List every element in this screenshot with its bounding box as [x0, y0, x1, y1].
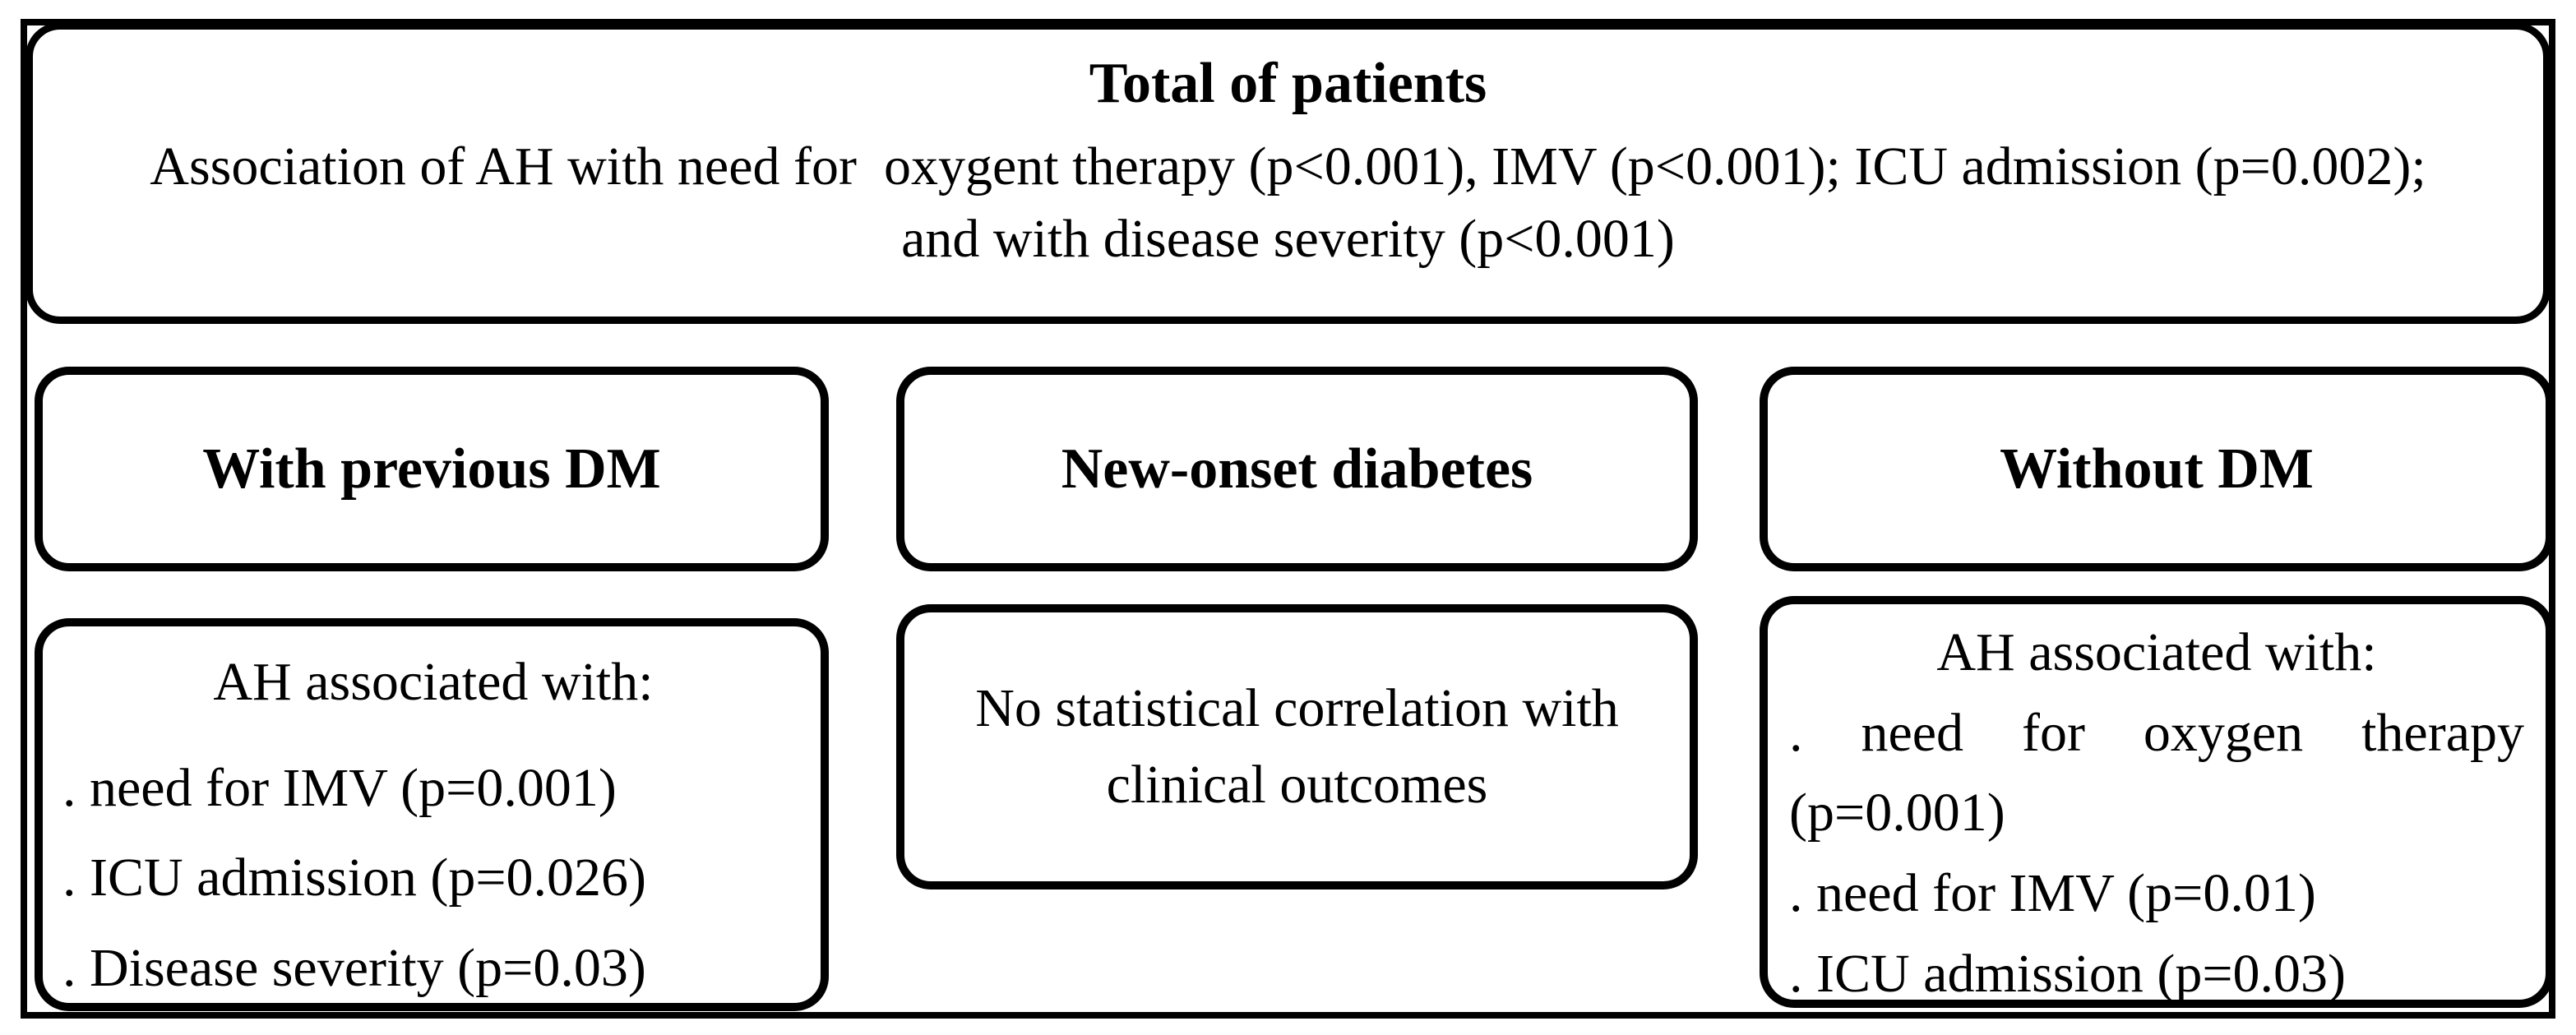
without-dm-findings-heading: AH associated with:: [1936, 622, 2377, 682]
total-patients-box: Total of patients Association of AH with…: [25, 22, 2551, 324]
new-onset-diabetes-findings-box: No statistical correlation with clinical…: [896, 604, 1698, 889]
header-new-onset-diabetes-label: New-onset diabetes: [1061, 437, 1533, 501]
no-correlation-text: No statistical correlation with clinical…: [975, 678, 1619, 815]
with-previous-dm-findings-box: AH associated with: . need for IMV (p=0.…: [35, 618, 829, 1011]
finding-need-for-imv-right: . need for IMV (p=0.01): [1789, 863, 2316, 924]
finding-oxygen-therapy: . need for oxygen therapy (p=0.001): [1789, 702, 2524, 843]
without-dm-findings-box: AH associated with: . need for oxygen th…: [1760, 596, 2554, 1008]
finding-icu-admission-right: . ICU admission (p=0.03): [1789, 943, 2347, 1004]
header-new-onset-diabetes: New-onset diabetes: [896, 367, 1698, 571]
header-with-previous-dm-label: With previous DM: [202, 437, 661, 501]
header-without-dm-label: Without DM: [2000, 437, 2314, 501]
finding-disease-severity: . Disease severity (p=0.03): [62, 937, 646, 998]
header-with-previous-dm: With previous DM: [35, 367, 829, 571]
header-without-dm: Without DM: [1760, 367, 2554, 571]
finding-icu-admission: . ICU admission (p=0.026): [62, 848, 647, 908]
total-patients-association-text: Association of AH with need for oxygent …: [150, 136, 2426, 269]
with-previous-dm-findings-heading: AH associated with:: [213, 652, 654, 712]
finding-need-for-imv: . need for IMV (p=0.001): [62, 758, 617, 819]
total-patients-title: Total of patients: [1089, 52, 1487, 115]
